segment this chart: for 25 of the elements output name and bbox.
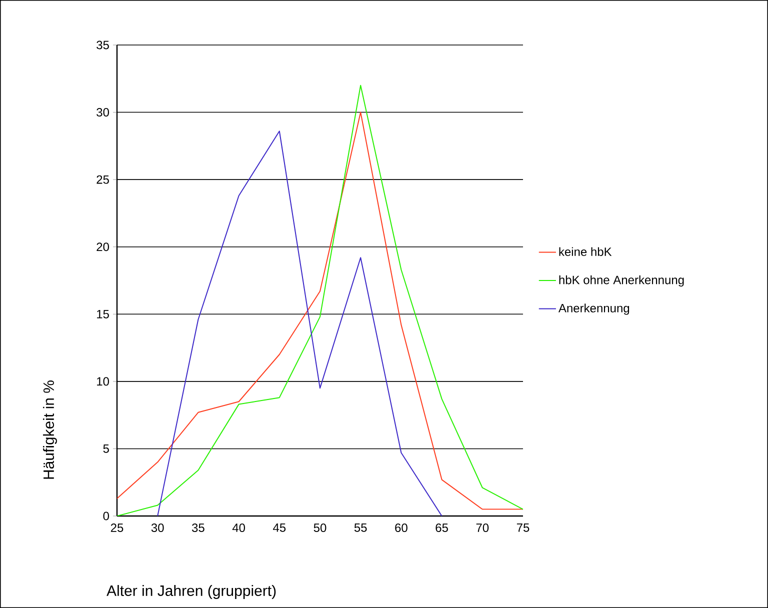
x-tick-label: 30 — [151, 524, 164, 532]
y-tick-label: 30 — [96, 108, 110, 117]
x-tick-label: 75 — [516, 524, 530, 532]
legend-label: keine hbK — [559, 247, 612, 256]
line-series — [157, 130, 442, 516]
x-tick-label: 55 — [354, 524, 367, 532]
legend-label: Anerkennung — [558, 304, 630, 315]
y-tick-label: 10 — [97, 377, 110, 386]
legend-label: hbK ohne Anerkennung — [559, 275, 684, 287]
x-tick-label: 45 — [273, 524, 286, 532]
x-tick-label: 70 — [476, 524, 489, 532]
y-tick-label: 15 — [97, 310, 109, 318]
y-tick-label: 20 — [96, 242, 110, 252]
y-tick-label: 0 — [103, 512, 110, 520]
x-tick-label: 35 — [192, 524, 204, 532]
x-tick-label: 50 — [314, 524, 326, 532]
x-axis-title: Alter in Jahren (gruppiert) — [106, 585, 276, 599]
y-axis-title: Häufigkeit in % — [43, 380, 57, 479]
y-tick-label: 35 — [96, 40, 109, 50]
x-tick-label: 40 — [232, 524, 246, 532]
x-tick-label: 25 — [110, 524, 124, 532]
y-tick-label: 5 — [103, 444, 109, 453]
x-tick-label: 65 — [436, 524, 448, 532]
x-tick-label: 60 — [395, 524, 408, 532]
y-tick-label: 25 — [96, 175, 109, 184]
